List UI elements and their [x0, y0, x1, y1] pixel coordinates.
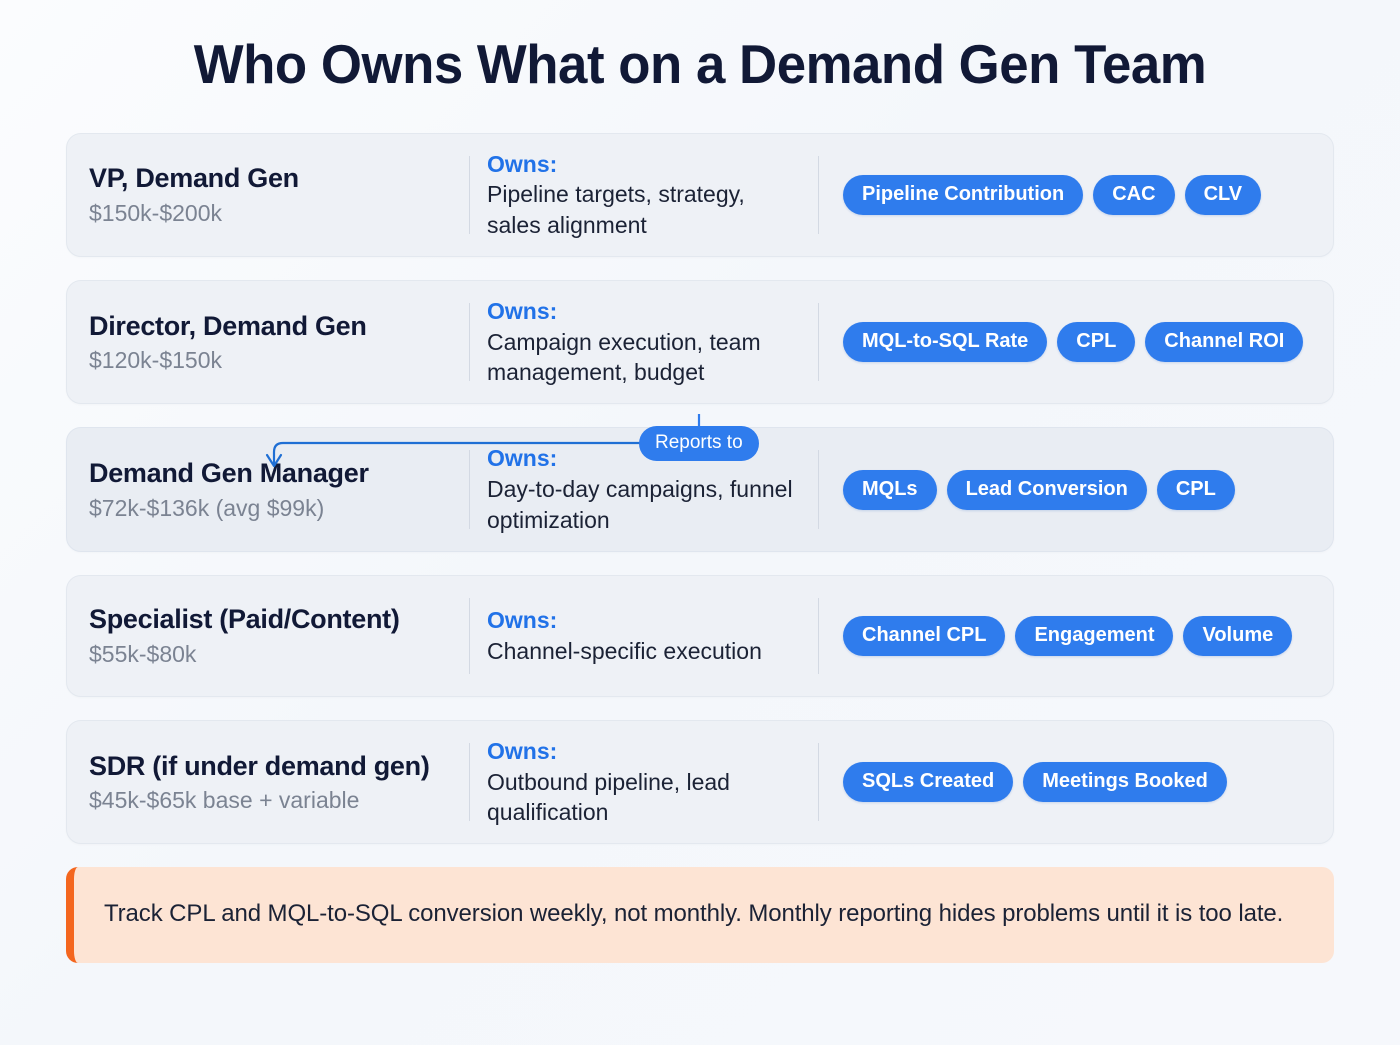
- role-metrics: MQLs Lead Conversion CPL: [819, 428, 1333, 550]
- metric-pill[interactable]: Channel CPL: [843, 615, 1006, 656]
- role-identity: Demand Gen Manager $72k-$136k (avg $99k): [67, 428, 469, 550]
- role-salary: $72k-$136k (avg $99k): [89, 494, 325, 521]
- role-title: Specialist (Paid/Content): [89, 604, 400, 635]
- column-divider: [469, 302, 470, 382]
- role-card-specialist[interactable]: Specialist (Paid/Content) $55k-$80k Owns…: [66, 574, 1334, 697]
- column-divider: [469, 597, 470, 674]
- role-card-director-demand-gen[interactable]: Director, Demand Gen $120k-$150k Owns: C…: [66, 279, 1334, 405]
- metric-pill[interactable]: SQLs Created: [843, 762, 1014, 803]
- metric-pill[interactable]: CPL: [1057, 322, 1136, 363]
- metric-pill[interactable]: MQL-to-SQL Rate: [843, 322, 1048, 363]
- metric-pill[interactable]: Meetings Booked: [1023, 762, 1227, 803]
- owns-text: Outbound pipeline, lead qualification: [487, 768, 730, 826]
- owns-label: Owns:: [487, 297, 558, 324]
- metric-pill[interactable]: Volume: [1183, 615, 1293, 656]
- metric-pill[interactable]: CAC: [1093, 174, 1175, 215]
- role-card-list: VP, Demand Gen $150k-$200k Owns: Pipelin…: [66, 132, 1334, 845]
- role-title: VP, Demand Gen: [89, 163, 299, 194]
- role-identity: Specialist (Paid/Content) $55k-$80k: [67, 576, 469, 696]
- column-divider: [818, 742, 819, 822]
- role-ownership: Owns: Campaign execution, team managemen…: [470, 281, 818, 403]
- owns-text: Pipeline targets, strategy, sales alignm…: [487, 181, 745, 238]
- role-title: Director, Demand Gen: [89, 310, 367, 341]
- role-metrics: SQLs Created Meetings Booked: [819, 721, 1333, 843]
- owns-text: Channel-specific execution: [487, 637, 762, 664]
- role-identity: Director, Demand Gen $120k-$150k: [67, 281, 469, 403]
- role-card-vp-demand-gen[interactable]: VP, Demand Gen $150k-$200k Owns: Pipelin…: [66, 132, 1334, 257]
- role-identity: VP, Demand Gen $150k-$200k: [67, 134, 469, 256]
- role-salary: $150k-$200k: [89, 199, 222, 226]
- tip-callout: Track CPL and MQL-to-SQL conversion week…: [66, 867, 1334, 964]
- metric-pill[interactable]: Pipeline Contribution: [843, 174, 1084, 215]
- column-divider: [469, 450, 470, 529]
- tip-callout-text: Track CPL and MQL-to-SQL conversion week…: [104, 900, 1284, 928]
- role-ownership: Owns: Pipeline targets, strategy, sales …: [470, 134, 818, 256]
- metric-pill[interactable]: Engagement: [1015, 615, 1174, 656]
- role-metrics: MQL-to-SQL Rate CPL Channel ROI: [819, 281, 1333, 403]
- role-card-sdr[interactable]: SDR (if under demand gen) $45k-$65k base…: [66, 719, 1334, 845]
- owns-label: Owns:: [487, 606, 558, 633]
- column-divider: [818, 155, 819, 234]
- column-divider: [469, 155, 470, 234]
- column-divider: [818, 302, 819, 382]
- owns-text: Day-to-day campaigns, funnel optimizatio…: [487, 476, 793, 533]
- metric-pill[interactable]: CPL: [1156, 469, 1235, 510]
- owns-label: Owns:: [487, 150, 558, 177]
- role-ownership: Owns: Outbound pipeline, lead qualificat…: [470, 721, 818, 843]
- role-title: SDR (if under demand gen): [89, 750, 430, 781]
- metric-pill[interactable]: Lead Conversion: [946, 469, 1147, 510]
- role-title: Demand Gen Manager: [89, 458, 369, 489]
- owns-label: Owns:: [487, 737, 558, 764]
- role-salary: $120k-$150k: [89, 347, 222, 374]
- role-metrics: Pipeline Contribution CAC CLV: [819, 134, 1333, 256]
- role-salary: $45k-$65k base + variable: [89, 787, 360, 814]
- column-divider: [469, 742, 470, 822]
- column-divider: [818, 597, 819, 674]
- role-identity: SDR (if under demand gen) $45k-$65k base…: [67, 721, 469, 843]
- page-title: Who Owns What on a Demand Gen Team: [193, 33, 1207, 95]
- column-divider: [818, 450, 819, 529]
- owns-text: Campaign execution, team management, bud…: [487, 328, 761, 386]
- metric-pill[interactable]: Channel ROI: [1145, 322, 1304, 363]
- role-ownership: Owns: Channel-specific execution: [470, 576, 818, 696]
- metric-pill[interactable]: MQLs: [843, 469, 937, 510]
- metric-pill[interactable]: CLV: [1184, 174, 1262, 215]
- reports-to-badge[interactable]: Reports to: [639, 426, 759, 461]
- role-salary: $55k-$80k: [89, 640, 197, 667]
- role-metrics: Channel CPL Engagement Volume: [819, 576, 1333, 696]
